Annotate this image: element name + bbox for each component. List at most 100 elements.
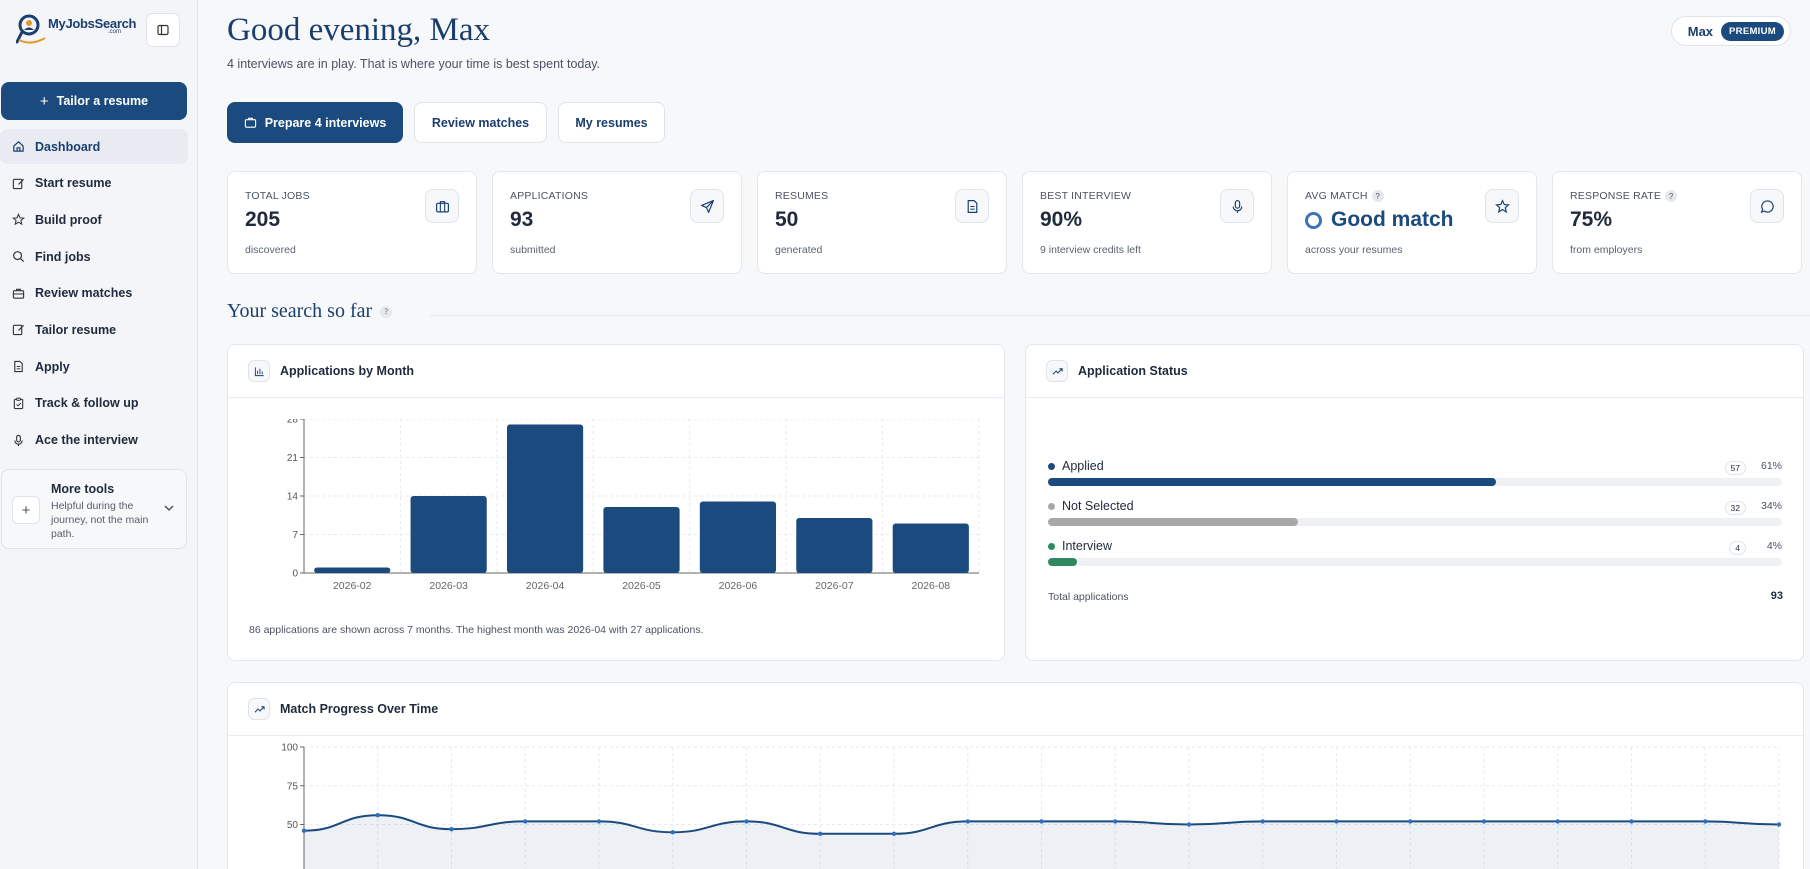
microphone-icon bbox=[1220, 189, 1254, 223]
status-row: Not Selected 32 34% bbox=[1048, 499, 1782, 529]
tailor-resume-button[interactable]: + Tailor a resume bbox=[1, 82, 187, 120]
stat-label: TOTAL JOBS bbox=[245, 190, 310, 202]
status-progress-track bbox=[1048, 558, 1782, 566]
edit-icon bbox=[12, 325, 25, 336]
sidebar-item-dashboard[interactable]: Dashboard bbox=[0, 129, 188, 164]
sidebar-item-track-follow-up[interactable]: Track & follow up bbox=[0, 386, 188, 421]
brand-suffix: .com bbox=[108, 29, 122, 35]
status-row: Interview 4 4% bbox=[1048, 539, 1782, 569]
tailor-resume-label: Tailor a resume bbox=[56, 94, 149, 108]
home-icon bbox=[13, 141, 24, 152]
stat-label: APPLICATIONS bbox=[510, 190, 589, 202]
stat-subtext: from employers bbox=[1570, 244, 1643, 256]
data-point bbox=[670, 830, 675, 835]
star-icon bbox=[12, 213, 25, 226]
data-point bbox=[1703, 819, 1708, 824]
data-point bbox=[1776, 822, 1782, 827]
user-name: Max bbox=[1687, 23, 1714, 39]
page-subtitle: 4 interviews are in play. That is where … bbox=[227, 57, 601, 71]
sidebar-item-build-proof[interactable]: Build proof bbox=[0, 202, 188, 237]
sidebar-item-label: Start resume bbox=[35, 176, 112, 191]
data-point bbox=[1113, 819, 1118, 824]
stat-value-text: Good match bbox=[1331, 208, 1454, 231]
more-tools-title: More tools bbox=[51, 482, 115, 496]
page-title: Good evening, Max bbox=[227, 12, 491, 48]
status-percent: 61% bbox=[1760, 460, 1782, 472]
status-percent: 34% bbox=[1760, 500, 1782, 512]
sidebar-item-apply[interactable]: Apply bbox=[0, 349, 188, 384]
my-resumes-button[interactable]: My resumes bbox=[558, 102, 665, 143]
premium-badge: PREMIUM bbox=[1721, 21, 1784, 41]
sidebar-item-label: Review matches bbox=[35, 286, 133, 301]
stat-card-best-interview: BEST INTERVIEW 90% 9 interview credits l… bbox=[1022, 171, 1272, 274]
y-tick-label: 50 bbox=[287, 820, 299, 831]
help-icon[interactable]: ? bbox=[1665, 190, 1678, 202]
more-tools-panel[interactable]: + More tools Helpful during the journey,… bbox=[1, 469, 187, 549]
help-icon[interactable]: ? bbox=[380, 305, 393, 318]
status-percent: 4% bbox=[1766, 540, 1782, 552]
brand-logo[interactable]: MyJobsSearch .com bbox=[15, 12, 136, 48]
panel-title: Application Status bbox=[1078, 364, 1188, 378]
sidebar-item-tailor-resume[interactable]: Tailor resume bbox=[0, 312, 188, 347]
data-point bbox=[1334, 819, 1339, 824]
applications-by-month-panel: Applications by Month 0 7 14 21 28 2026-02 202… bbox=[227, 344, 1005, 661]
y-tick-label: 75 bbox=[287, 781, 299, 792]
sidebar-item-label: Track & follow up bbox=[35, 396, 139, 411]
send-icon bbox=[690, 189, 724, 223]
bar bbox=[506, 424, 584, 573]
x-tick-label: 2026-06 bbox=[719, 580, 758, 592]
x-tick-label: 2026-08 bbox=[912, 580, 951, 592]
stat-subtext: 9 interview credits left bbox=[1040, 244, 1141, 256]
y-tick-label: 14 bbox=[287, 492, 299, 503]
data-point bbox=[1555, 819, 1560, 824]
stat-value: 50 bbox=[775, 208, 799, 231]
bar bbox=[603, 507, 680, 573]
sidebar-item-label: Build proof bbox=[35, 212, 102, 227]
application-status-panel: Application Status Applied 57 61% Not Selec… bbox=[1025, 344, 1804, 661]
magnifier-logo-icon bbox=[15, 14, 46, 44]
briefcase-icon bbox=[425, 189, 459, 223]
trending-up-icon bbox=[248, 698, 270, 720]
status-count-badge: 32 bbox=[1724, 501, 1746, 515]
status-label: Interview bbox=[1048, 539, 1112, 553]
sidebar-nav: Dashboard Start resume Build proof Find … bbox=[0, 129, 188, 459]
status-progress-fill bbox=[1048, 558, 1078, 566]
stat-subtext: generated bbox=[775, 244, 823, 256]
sidebar-item-ace-interview[interactable]: Ace the interview bbox=[0, 423, 188, 458]
data-point bbox=[891, 831, 897, 836]
data-point bbox=[523, 819, 528, 824]
user-menu[interactable]: Max PREMIUM bbox=[1671, 16, 1791, 46]
sidebar-item-start-resume[interactable]: Start resume bbox=[0, 166, 188, 201]
chevron-down-icon[interactable] bbox=[164, 504, 174, 512]
status-progress-track bbox=[1048, 478, 1782, 486]
help-icon[interactable]: ? bbox=[1371, 190, 1384, 202]
action-row: Prepare 4 interviews Review matches My r… bbox=[227, 102, 665, 143]
stat-card-response-rate: RESPONSE RATE? 75% from employers bbox=[1552, 171, 1802, 274]
brand-name: MyJobsSearch bbox=[48, 16, 137, 31]
prepare-interviews-button[interactable]: Prepare 4 interviews bbox=[227, 102, 403, 143]
section-title: Your search so far ? bbox=[227, 300, 393, 323]
status-dot-icon bbox=[1048, 542, 1055, 550]
y-tick-label: 100 bbox=[281, 743, 298, 754]
x-tick-label: 2026-03 bbox=[429, 580, 468, 592]
star-icon bbox=[1485, 189, 1519, 223]
match-progress-chart: 50 75 100 bbox=[281, 743, 1782, 869]
match-progress-panel: Match Progress Over Time 50 75 100 bbox=[227, 682, 1804, 869]
panel-title: Applications by Month bbox=[280, 364, 415, 378]
stat-label-text: RESPONSE RATE bbox=[1570, 190, 1662, 202]
data-point bbox=[596, 819, 602, 824]
stat-value: 205 bbox=[245, 208, 281, 231]
section-title-text: Your search so far bbox=[227, 300, 373, 322]
panel-header: Applications by Month bbox=[228, 345, 1004, 398]
sidebar: MyJobsSearch .com + Tailor a resume Dash… bbox=[0, 0, 198, 869]
bar bbox=[796, 518, 873, 573]
stat-value: Good match bbox=[1305, 208, 1454, 232]
microphone-icon bbox=[14, 434, 23, 446]
total-applications-value: 93 bbox=[1770, 590, 1783, 602]
sidebar-item-review-matches[interactable]: Review matches bbox=[0, 276, 188, 311]
series-line bbox=[303, 814, 1780, 835]
sidebar-item-find-jobs[interactable]: Find jobs bbox=[0, 239, 188, 274]
review-matches-button[interactable]: Review matches bbox=[414, 102, 547, 143]
sidebar-toggle-button[interactable] bbox=[146, 13, 180, 47]
status-dot-icon bbox=[1048, 502, 1055, 510]
